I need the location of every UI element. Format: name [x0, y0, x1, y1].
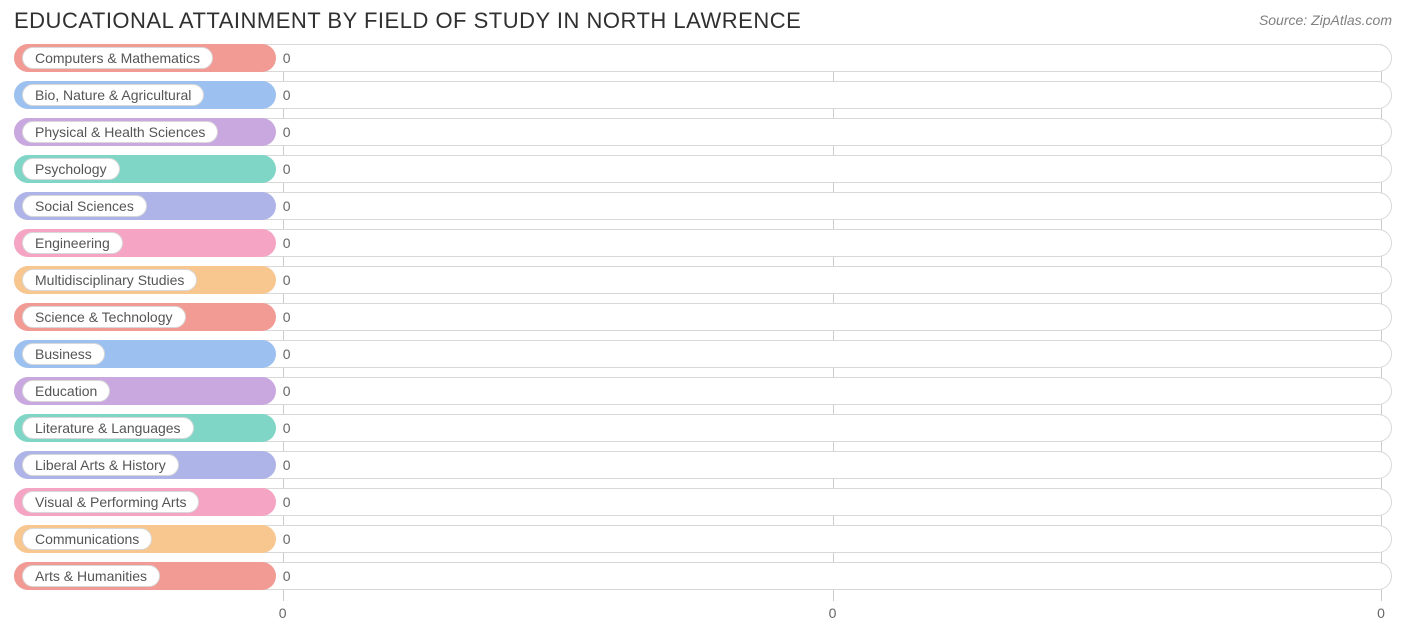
bar-value-label: 0 [283, 155, 291, 183]
bar-row: Bio, Nature & Agricultural 0 [14, 81, 1392, 109]
bar-row: Visual & Performing Arts 0 [14, 488, 1392, 516]
category-label: Engineering [22, 232, 123, 254]
category-label: Computers & Mathematics [22, 47, 213, 69]
bar-value-label: 0 [283, 229, 291, 257]
bar-row: Communications 0 [14, 525, 1392, 553]
bar-row: Business 0 [14, 340, 1392, 368]
category-label: Science & Technology [22, 306, 186, 328]
bar-row: Psychology 0 [14, 155, 1392, 183]
category-label: Education [22, 380, 110, 402]
category-label: Physical & Health Sciences [22, 121, 218, 143]
bar-row: Literature & Languages 0 [14, 414, 1392, 442]
chart-header: EDUCATIONAL ATTAINMENT BY FIELD OF STUDY… [0, 0, 1406, 34]
bar-row: Liberal Arts & History 0 [14, 451, 1392, 479]
bar-value-label: 0 [283, 44, 291, 72]
bar-value-label: 0 [283, 266, 291, 294]
chart-plot-area: Computers & Mathematics0Bio, Nature & Ag… [14, 44, 1392, 601]
bar-value-label: 0 [283, 525, 291, 553]
bar-value-label: 0 [283, 118, 291, 146]
x-tick-label: 0 [1377, 605, 1385, 621]
bar-row: Arts & Humanities 0 [14, 562, 1392, 590]
bar-value-label: 0 [283, 377, 291, 405]
category-label: Psychology [22, 158, 120, 180]
bar-value-label: 0 [283, 451, 291, 479]
bar-row: Engineering 0 [14, 229, 1392, 257]
bar-value-label: 0 [283, 414, 291, 442]
chart-x-axis: 0 0 0 [14, 605, 1392, 623]
bar-value-label: 0 [283, 303, 291, 331]
category-label: Social Sciences [22, 195, 147, 217]
category-label: Business [22, 343, 105, 365]
bar-row: Computers & Mathematics 0 [14, 44, 1392, 72]
bar-value-label: 0 [283, 562, 291, 590]
bar-row: Social Sciences 0 [14, 192, 1392, 220]
bar-row: Multidisciplinary Studies 0 [14, 266, 1392, 294]
category-label: Visual & Performing Arts [22, 491, 199, 513]
bar-value-label: 0 [283, 192, 291, 220]
chart-title: EDUCATIONAL ATTAINMENT BY FIELD OF STUDY… [14, 8, 801, 34]
category-label: Liberal Arts & History [22, 454, 179, 476]
chart-source: Source: ZipAtlas.com [1259, 8, 1392, 28]
category-label: Multidisciplinary Studies [22, 269, 197, 291]
bar-value-label: 0 [283, 340, 291, 368]
bar-value-label: 0 [283, 488, 291, 516]
category-label: Arts & Humanities [22, 565, 160, 587]
category-label: Communications [22, 528, 152, 550]
bar-row: Education 0 [14, 377, 1392, 405]
bar-row: Science & Technology 0 [14, 303, 1392, 331]
category-label: Literature & Languages [22, 417, 194, 439]
category-label: Bio, Nature & Agricultural [22, 84, 204, 106]
x-tick-label: 0 [279, 605, 287, 621]
bar-row: Physical & Health Sciences 0 [14, 118, 1392, 146]
x-tick-label: 0 [829, 605, 837, 621]
bar-value-label: 0 [283, 81, 291, 109]
